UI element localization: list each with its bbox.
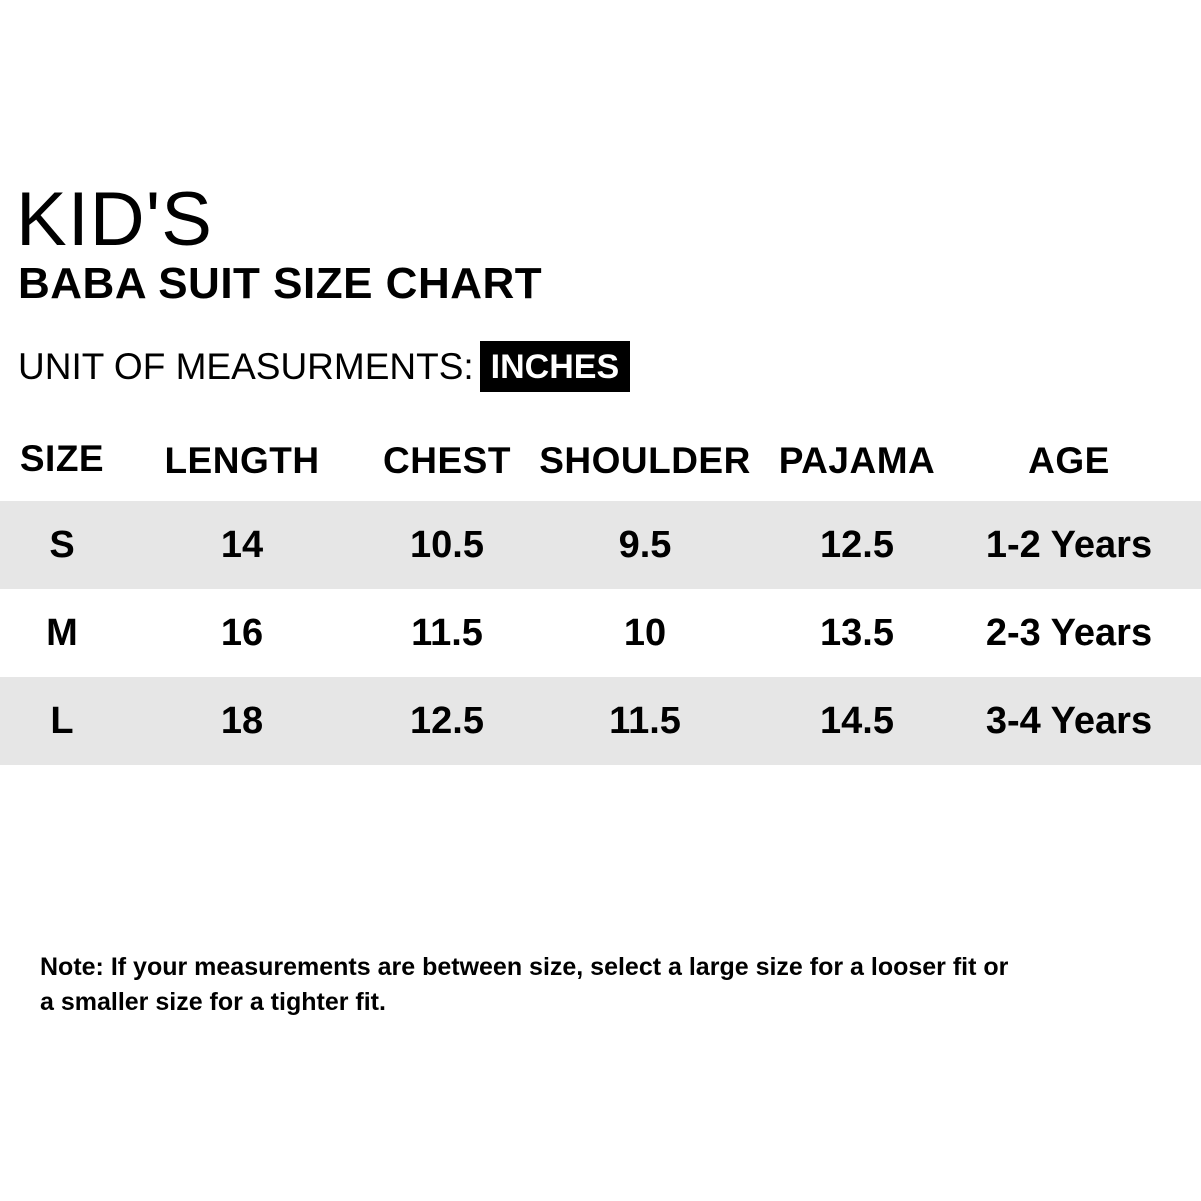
header-chest: CHEST	[383, 439, 511, 481]
cell-length: 18	[220, 699, 264, 742]
header-length: LENGTH	[164, 439, 320, 481]
chart-subtitle: BABA SUIT SIZE CHART	[18, 259, 543, 308]
cell-chest: 11.5	[411, 611, 483, 654]
header-age: AGE	[1028, 439, 1110, 481]
cell-pajama: 14.5	[820, 699, 894, 742]
cell-age: 2-3 Years	[985, 611, 1153, 654]
cell-length: 14	[220, 523, 264, 566]
cell-chest: 10.5	[410, 523, 484, 566]
cell-size: S	[49, 523, 75, 566]
header-size: SIZE	[19, 438, 105, 479]
table-row: L 18 12.5 11.5 14.5 3-4 Years	[0, 677, 1201, 765]
cell-chest: 12.5	[410, 699, 484, 742]
cell-shoulder: 10	[623, 611, 667, 654]
cell-shoulder: 11.5	[609, 699, 681, 742]
header-pajama: PAJAMA	[778, 439, 936, 481]
fit-note: Note: If your measurements are between s…	[40, 950, 1140, 1020]
fit-note-line-2: a smaller size for a tighter fit.	[40, 988, 386, 1016]
cell-shoulder: 9.5	[618, 523, 672, 566]
unit-of-measurement: UNIT OF MEASURMENTS: INCHES	[18, 340, 631, 392]
cell-age: 1-2 Years	[985, 523, 1153, 566]
unit-badge: INCHES	[479, 340, 631, 392]
table-header-row: SIZE LENGTH CHEST SHOULDER PAJAMA AGE	[0, 420, 1201, 501]
cell-age: 3-4 Years	[985, 699, 1153, 742]
cell-length: 16	[220, 611, 264, 654]
cell-size: M	[46, 611, 78, 654]
chart-title: KID'S	[16, 177, 213, 262]
size-table: SIZE LENGTH CHEST SHOULDER PAJAMA AGE S …	[0, 420, 1201, 765]
table-row: S 14 10.5 9.5 12.5 1-2 Years	[0, 501, 1201, 589]
cell-pajama: 12.5	[820, 523, 894, 566]
cell-pajama: 13.5	[820, 611, 894, 654]
header-shoulder: SHOULDER	[539, 439, 751, 481]
unit-label: UNIT OF MEASURMENTS:	[18, 345, 474, 387]
cell-size: L	[50, 699, 74, 742]
fit-note-line-1: Note: If your measurements are between s…	[40, 953, 1009, 981]
table-row: M 16 11.5 10 13.5 2-3 Years	[0, 589, 1201, 677]
